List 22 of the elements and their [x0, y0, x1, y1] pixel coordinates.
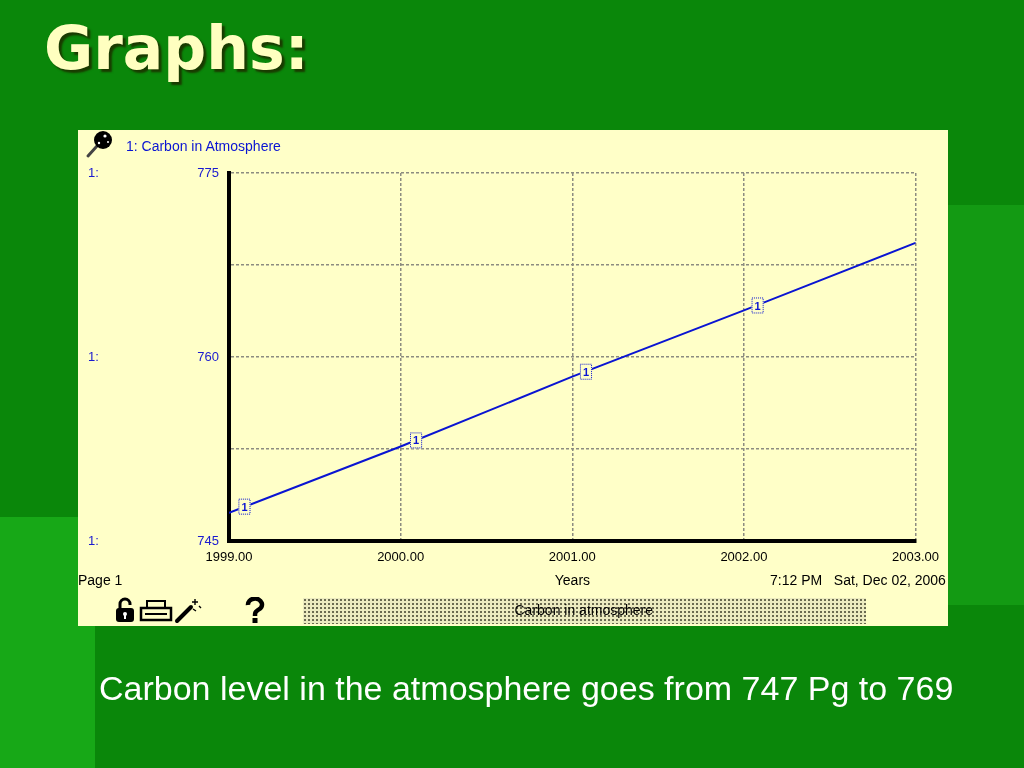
- annotation: 1: [754, 299, 761, 312]
- text: Carbon level in the atmosphere goes from 747 Pg to 769: [99, 668, 954, 708]
- x-tick-label: 2003.00: [892, 549, 939, 565]
- annotation: 1: [413, 434, 420, 447]
- text: 1:: [88, 349, 99, 365]
- y-tick-label: 745: [197, 532, 219, 548]
- text: 7:12 PM Sat, Dec 02, 2006: [770, 572, 946, 588]
- annotation: 1: [582, 365, 590, 378]
- text: 1:: [88, 165, 99, 181]
- x-axis-title: Years: [554, 572, 591, 588]
- annotation: 1: [241, 500, 248, 513]
- x-tick-label: 2000.00: [377, 549, 425, 565]
- text: 1: Carbon in Atmosphere: [126, 138, 281, 154]
- y-tick-label: 760: [197, 348, 219, 364]
- x-tick-label: 2001.00: [548, 549, 596, 565]
- text: Page 1: [78, 572, 123, 588]
- x-tick-label: 2002.00: [720, 549, 768, 565]
- text: 1:: [88, 533, 99, 549]
- x-tick-label: 1999.00: [205, 549, 253, 565]
- y-tick-label: 775: [197, 164, 219, 180]
- text: Carbon in atmosphere: [514, 602, 654, 618]
- chart-title: Graphs:: [44, 12, 309, 84]
